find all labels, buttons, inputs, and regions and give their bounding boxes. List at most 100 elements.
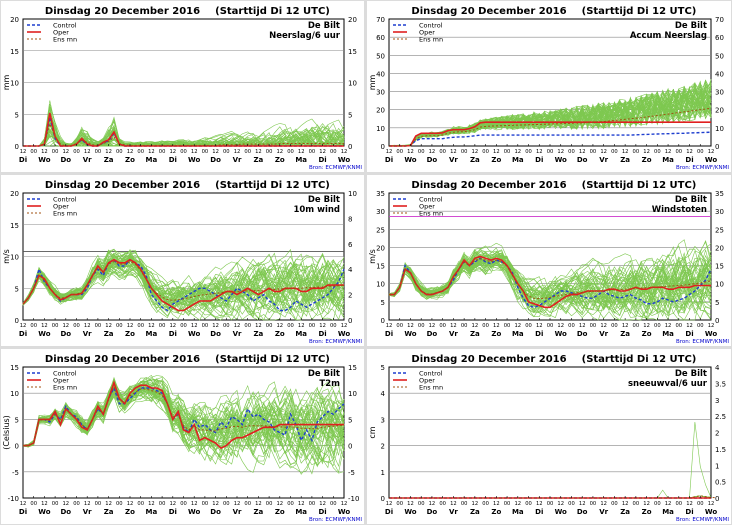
- ytick-right-label: 5: [715, 299, 719, 307]
- day-label: Wo: [404, 330, 416, 338]
- member-line: [23, 378, 345, 466]
- member-line: [388, 82, 712, 147]
- series-oper: [23, 380, 344, 450]
- xtick-label: 00: [137, 149, 144, 155]
- xtick-label: 12: [169, 501, 176, 507]
- legend-label: Control: [53, 196, 77, 204]
- legend-label: Oper: [419, 203, 435, 211]
- ensemble-members: [388, 79, 712, 147]
- legend-label: Oper: [419, 377, 435, 385]
- day-label: Za: [470, 330, 480, 338]
- xtick-label: 00: [159, 149, 166, 155]
- ensemble-members: [22, 248, 345, 321]
- xtick-label: 00: [137, 501, 144, 507]
- day-label: Vr: [83, 508, 92, 516]
- ytick-left-label: 2: [381, 443, 385, 451]
- source-label: Bron: ECMWF/KNMI: [676, 517, 729, 523]
- xtick-label: 00: [590, 323, 597, 329]
- day-label: Vr: [449, 508, 458, 516]
- xtick-label: 12: [62, 323, 69, 329]
- day-label: Di: [385, 156, 393, 164]
- chart-subtitle: (Starttijd Di 12 UTC): [215, 354, 330, 365]
- day-label: Ma: [512, 156, 524, 164]
- chart-title: Dinsdag 20 December 2016: [45, 180, 200, 191]
- xtick-label: 00: [439, 501, 446, 507]
- ytick-left-label: 0: [15, 143, 19, 151]
- xtick-label: 12: [298, 323, 305, 329]
- day-label: Do: [577, 508, 588, 516]
- xtick-label: 12: [276, 501, 283, 507]
- xtick-label: 00: [244, 149, 251, 155]
- panel-gusts: Dinsdag 20 December 2016 (Starttijd Di 12…: [367, 175, 731, 346]
- xtick-label: 12: [255, 323, 262, 329]
- member-line: [388, 82, 712, 147]
- legend-label: Oper: [53, 203, 69, 211]
- day-label: Zo: [642, 156, 652, 164]
- chart-snow6h: Dinsdag 20 December 2016 (Starttijd Di 12…: [368, 354, 729, 523]
- legend-label: Ens mn: [53, 210, 77, 218]
- source-label: Bron: ECMWF/KNMI: [309, 339, 362, 345]
- xtick-label: 12: [536, 323, 543, 329]
- ytick-right-label: 0: [348, 443, 352, 451]
- ensemble-members: [389, 421, 712, 499]
- day-label: Vr: [233, 156, 242, 164]
- day-label: Ma: [512, 508, 524, 516]
- member-line: [388, 239, 712, 318]
- xtick-label: 00: [418, 323, 425, 329]
- day-label: Di: [535, 508, 543, 516]
- xtick-label: 00: [396, 501, 403, 507]
- xtick-label: 00: [697, 501, 704, 507]
- ytick-right-label: 4: [715, 364, 720, 372]
- ytick-right-label: 10: [348, 80, 357, 88]
- series-ensmn: [389, 107, 712, 147]
- member-line: [22, 255, 345, 321]
- day-label: Wo: [188, 508, 200, 516]
- member-line: [22, 263, 345, 313]
- day-label: Wo: [38, 156, 50, 164]
- ytick-right-label: 15: [348, 48, 357, 56]
- day-label: Wo: [555, 156, 567, 164]
- ytick-left-label: 10: [376, 125, 385, 133]
- xtick-label: 12: [386, 149, 393, 155]
- ytick-left-label: 20: [376, 107, 385, 115]
- xtick-label: 00: [504, 149, 511, 155]
- source-label: Bron: ECMWF/KNMI: [309, 165, 362, 171]
- xtick-label: 00: [675, 149, 682, 155]
- day-label: Zo: [491, 508, 501, 516]
- ytick-left-label: 0: [15, 317, 19, 325]
- ytick-right-label: -5: [348, 469, 355, 477]
- xtick-label: 12: [493, 323, 500, 329]
- xtick-label: 12: [319, 323, 326, 329]
- day-label: Di: [535, 156, 543, 164]
- legend-label: Ens mn: [419, 36, 443, 44]
- y-axis-label: mm: [2, 75, 11, 91]
- ytick-left-label: 0: [381, 495, 385, 503]
- day-label: Di: [385, 330, 393, 338]
- ytick-left-label: 5: [381, 299, 385, 307]
- xtick-label: 00: [159, 323, 166, 329]
- member-line: [388, 254, 712, 319]
- day-label: Do: [427, 330, 438, 338]
- xtick-label: 00: [482, 323, 489, 329]
- xtick-label: 00: [159, 501, 166, 507]
- xtick-label: 12: [493, 149, 500, 155]
- xtick-label: 12: [169, 323, 176, 329]
- day-label: Di: [169, 330, 177, 338]
- xtick-label: 00: [525, 149, 532, 155]
- xtick-label: 00: [73, 323, 80, 329]
- xtick-label: 00: [309, 501, 316, 507]
- xtick-label: 00: [30, 323, 37, 329]
- day-label: Wo: [338, 508, 350, 516]
- ytick-left-label: 50: [376, 52, 385, 60]
- xtick-label: 00: [590, 149, 597, 155]
- ytick-left-label: 15: [10, 222, 19, 230]
- day-label: Ma: [295, 156, 307, 164]
- ytick-right-label: 30: [715, 208, 724, 216]
- xtick-label: 12: [407, 149, 414, 155]
- day-label: Wo: [188, 330, 200, 338]
- xtick-label: 12: [191, 501, 198, 507]
- day-label: Wo: [38, 330, 50, 338]
- day-label: Za: [253, 156, 263, 164]
